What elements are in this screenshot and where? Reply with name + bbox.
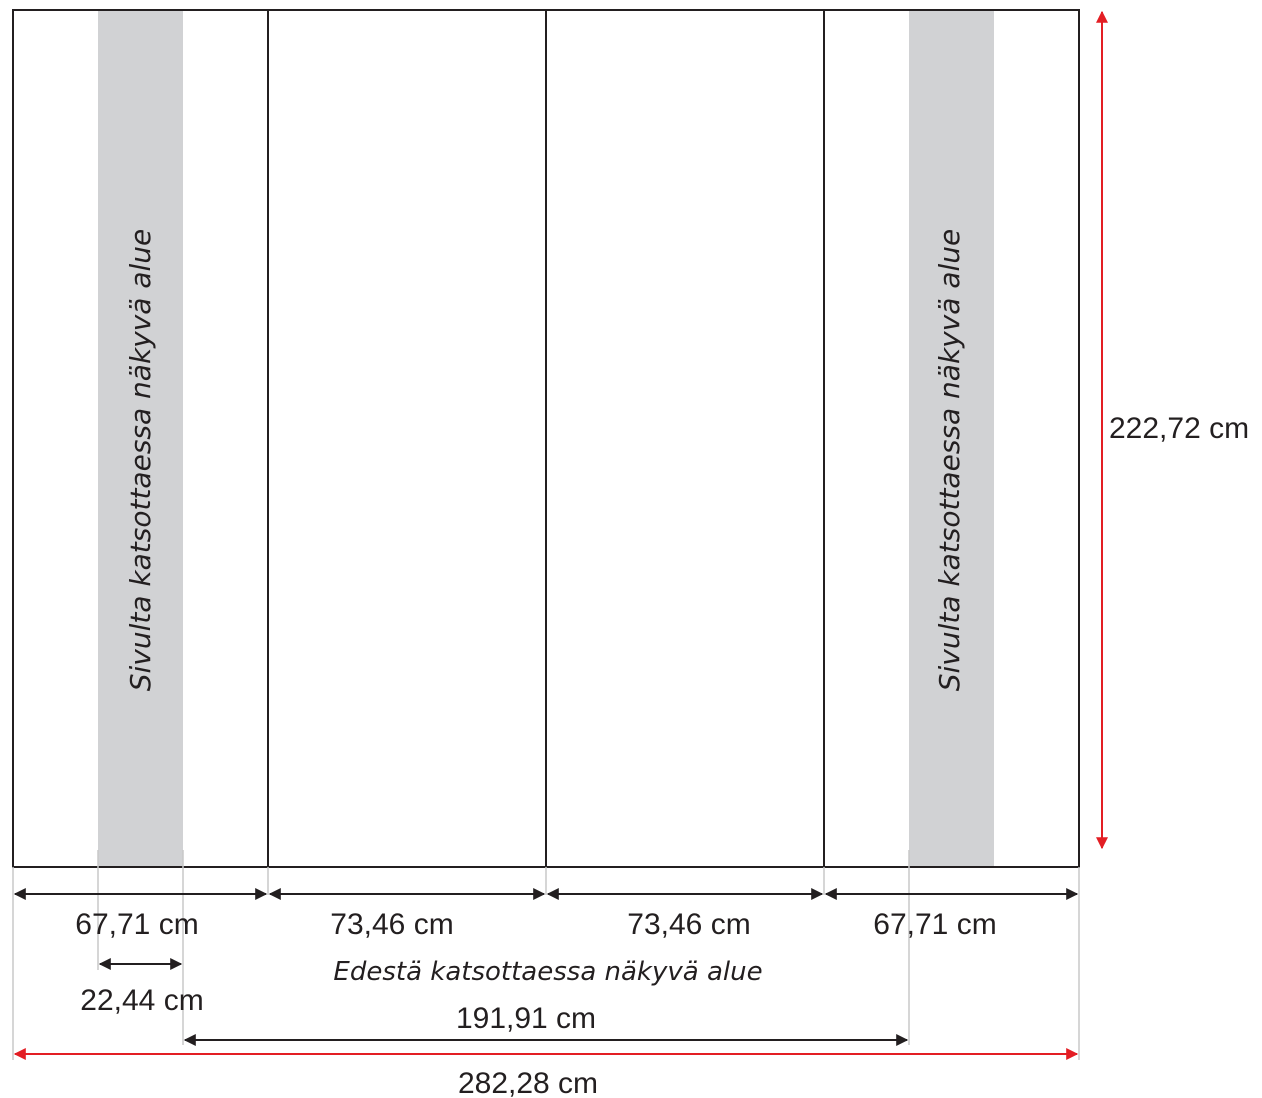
- panel-width-label-2: 73,46 cm: [330, 908, 453, 941]
- side-view-strip-left: [98, 10, 183, 867]
- panel-width-label-3: 73,46 cm: [627, 908, 750, 941]
- total-width-label: 282,28 cm: [458, 1067, 598, 1098]
- height-label: 222,72 cm: [1109, 412, 1249, 445]
- panel-width-label-1: 67,71 cm: [75, 908, 198, 941]
- side-view-label-left: Sivulta katsottaessa näkyvä alue: [124, 229, 157, 692]
- front-visible-width-label: 191,91 cm: [456, 1002, 596, 1035]
- side-strip-width-label: 22,44 cm: [80, 984, 203, 1017]
- panel-width-label-4: 67,71 cm: [873, 908, 996, 941]
- side-view-strip-right: [909, 10, 994, 867]
- side-view-label-right: Sivulta katsottaessa näkyvä alue: [933, 229, 966, 692]
- front-visible-label: Edestä katsottaessa näkyvä alue: [333, 957, 762, 987]
- guide-lines: [12, 850, 1080, 1060]
